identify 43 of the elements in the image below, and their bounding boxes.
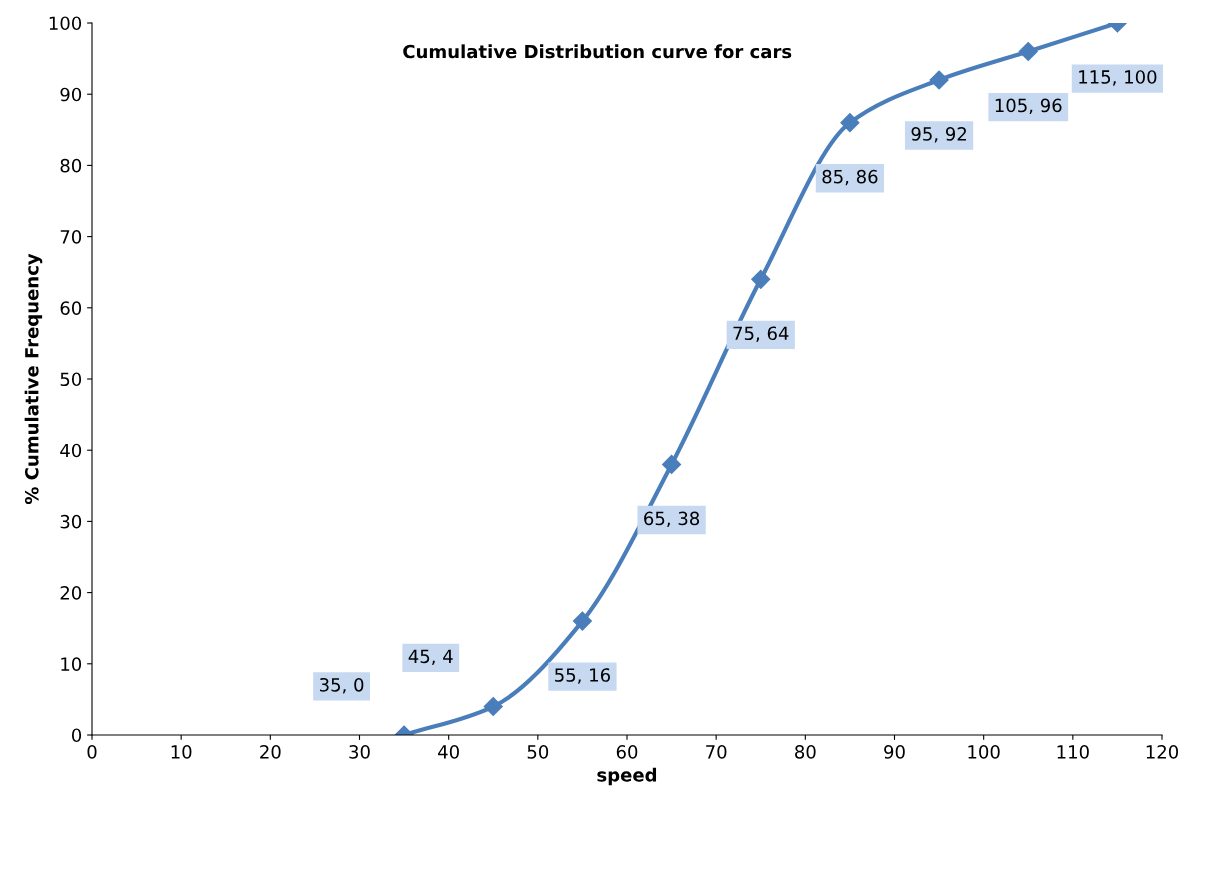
y-tick-label: 90 <box>60 87 82 102</box>
x-tick-label: 30 <box>349 745 370 759</box>
y-tick-label: 40 <box>60 443 82 458</box>
x-tick-label: 80 <box>795 745 816 759</box>
point <box>483 696 503 717</box>
point <box>572 611 592 631</box>
y-tick-label: 70 <box>60 230 82 244</box>
data-label: 65, 38 <box>644 511 700 528</box>
y-tick-label: 0 <box>71 728 82 743</box>
y-tick-label: 10 <box>61 657 82 671</box>
x-tick-label: 120 <box>1146 745 1179 759</box>
x-tick-label: 110 <box>1057 745 1089 759</box>
x-tick-label: 90 <box>884 745 905 759</box>
y-tick-label: 50 <box>60 372 82 387</box>
x-tick-label: 40 <box>438 745 459 759</box>
point <box>662 454 682 474</box>
x-tick-label: 60 <box>616 745 638 759</box>
y-tick-label: 30 <box>60 514 82 529</box>
data-label: 95, 92 <box>911 127 966 143</box>
data-label: 75, 64 <box>733 326 789 342</box>
data-label: 115, 100 <box>1079 70 1157 86</box>
y-tick-label: 60 <box>60 301 82 315</box>
y-tick-label: 80 <box>60 158 82 173</box>
point <box>1018 41 1038 62</box>
data-label: 55, 16 <box>555 668 610 684</box>
y-tick-label: 20 <box>60 586 82 600</box>
data-label: 45, 4 <box>408 649 453 665</box>
point <box>840 113 860 133</box>
x-tick-label: 20 <box>260 745 281 759</box>
point <box>751 269 771 289</box>
data-label: 85, 86 <box>822 169 878 186</box>
x-tick-label: 70 <box>706 745 727 759</box>
x-tick-label: 10 <box>171 745 192 759</box>
y-axis-title: % Cumulative Frequency <box>24 253 43 505</box>
point <box>929 70 949 90</box>
data-label: 35, 0 <box>319 677 364 694</box>
y-tick-label: 100 <box>49 16 82 31</box>
x-tick-label: 100 <box>968 745 1000 759</box>
data-label: 105, 96 <box>995 98 1062 115</box>
x-axis-title: speed <box>597 767 657 786</box>
x-tick-label: 50 <box>527 745 549 759</box>
x-tick-label: 0 <box>87 745 97 759</box>
text: Cumulative Distribution curve for cars <box>403 44 792 59</box>
